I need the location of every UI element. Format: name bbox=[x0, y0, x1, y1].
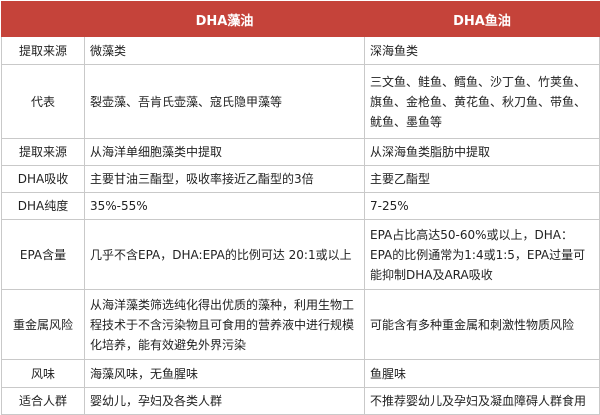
row-label: 提取来源 bbox=[1, 138, 85, 166]
table-cell: 三文鱼、鲑鱼、鳕鱼、沙丁鱼、竹荚鱼、旗鱼、金枪鱼、黄花鱼、秋刀鱼、带鱼、鱿鱼、墨… bbox=[364, 64, 600, 139]
header-cell: DHA藻油 bbox=[84, 1, 365, 37]
table-cell: 可能含有多种重金属和刺激性物质风险 bbox=[364, 289, 600, 360]
table-row: 风味 海藻风味，无鱼腥味 鱼腥味 bbox=[1, 359, 600, 388]
header-row: DHA藻油 DHA鱼油 bbox=[1, 1, 600, 37]
row-label: 代表 bbox=[1, 64, 85, 139]
header-cell: DHA鱼油 bbox=[364, 1, 600, 37]
table-cell: 从海洋藻类筛选纯化得出优质的藻种，利用生物工程技术于不含污染物且可食用的营养液中… bbox=[84, 289, 365, 360]
row-label: EPA含量 bbox=[1, 219, 85, 290]
row-label: DHA吸收 bbox=[1, 165, 85, 193]
row-label: DHA纯度 bbox=[1, 192, 85, 220]
table-row: 适合人群 婴幼儿，孕妇及各类人群 不推荐婴幼儿及孕妇及凝血障碍人群食用 bbox=[1, 387, 600, 415]
table-cell: 深海鱼类 bbox=[364, 36, 600, 65]
table-cell: 几乎不含EPA，DHA:EPA的比例可达 20:1或以上 bbox=[84, 219, 365, 290]
row-label: 风味 bbox=[1, 359, 85, 388]
table-row: 代表 裂壶藻、吾肯氏壶藻、寇氏隐甲藻等 三文鱼、鲑鱼、鳕鱼、沙丁鱼、竹荚鱼、旗鱼、金… bbox=[1, 64, 600, 139]
table-cell: 不推荐婴幼儿及孕妇及凝血障碍人群食用 bbox=[364, 387, 600, 415]
table-row: EPA含量 几乎不含EPA，DHA:EPA的比例可达 20:1或以上 EPA占比高达… bbox=[1, 219, 600, 290]
table-cell: 微藻类 bbox=[84, 36, 365, 65]
table-row: 提取来源 从海洋单细胞藻类中提取 从深海鱼类脂肪中提取 bbox=[1, 138, 600, 166]
table-cell: 主要乙酯型 bbox=[364, 165, 600, 193]
table-cell: 婴幼儿，孕妇及各类人群 bbox=[84, 387, 365, 415]
table-row: 提取来源 微藻类 深海鱼类 bbox=[1, 36, 600, 65]
table-row: DHA纯度 35%-55% 7-25% bbox=[1, 192, 600, 220]
table-cell: 主要甘油三酯型，吸收率接近乙酯型的3倍 bbox=[84, 165, 365, 193]
row-label: 提取来源 bbox=[1, 36, 85, 65]
table-cell: 从深海鱼类脂肪中提取 bbox=[364, 138, 600, 166]
table-cell: EPA占比高达50-60%或以上，DHA：EPA的比例通常为1:4或1:5，EP… bbox=[364, 219, 600, 290]
table-cell: 35%-55% bbox=[84, 192, 365, 220]
table-cell: 海藻风味，无鱼腥味 bbox=[84, 359, 365, 388]
table-cell: 从海洋单细胞藻类中提取 bbox=[84, 138, 365, 166]
row-label: 适合人群 bbox=[1, 387, 85, 415]
table-row: DHA吸收 主要甘油三酯型，吸收率接近乙酯型的3倍 主要乙酯型 bbox=[1, 165, 600, 193]
table-cell: 7-25% bbox=[364, 192, 600, 220]
table-cell: 裂壶藻、吾肯氏壶藻、寇氏隐甲藻等 bbox=[84, 64, 365, 139]
row-label: 重金属风险 bbox=[1, 289, 85, 360]
table-row: 重金属风险 从海洋藻类筛选纯化得出优质的藻种，利用生物工程技术于不含污染物且可食用… bbox=[1, 289, 600, 360]
table-header: DHA藻油 DHA鱼油 bbox=[1, 1, 600, 37]
table-body: 提取来源 微藻类 深海鱼类 代表 裂壶藻、吾肯氏壶藻、寇氏隐甲藻等 三文鱼、鲑鱼、鳕鱼、沙… bbox=[1, 36, 600, 415]
table-cell: 鱼腥味 bbox=[364, 359, 600, 388]
header-cell bbox=[1, 1, 85, 37]
